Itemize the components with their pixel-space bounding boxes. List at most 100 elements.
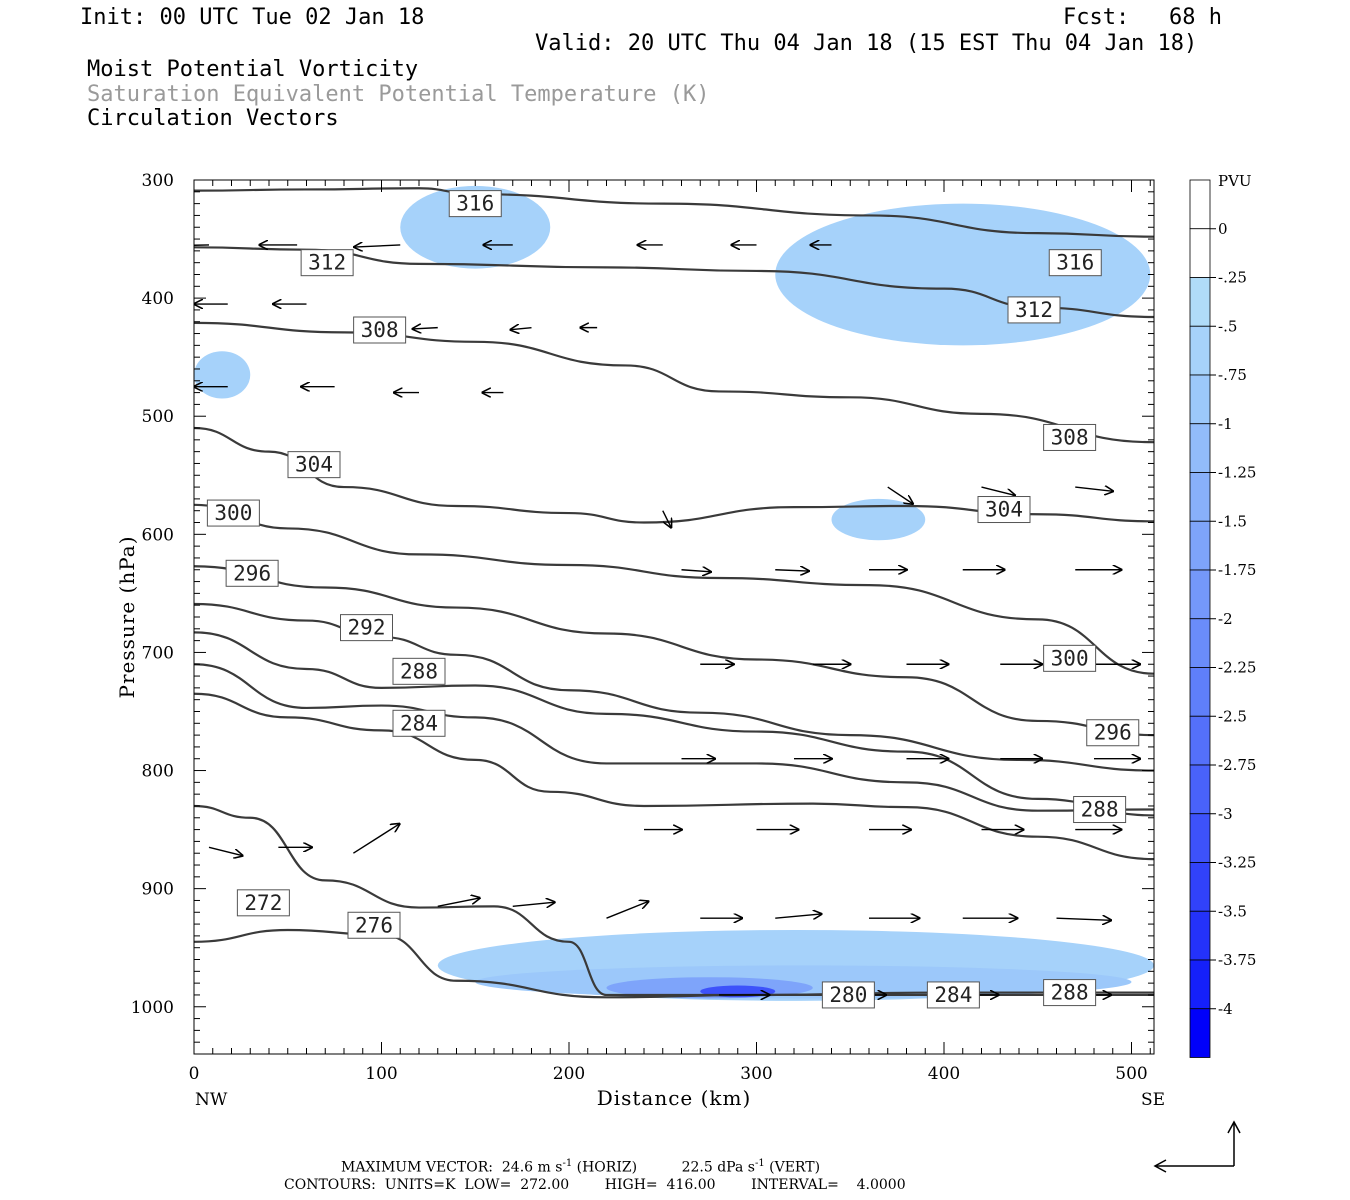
circulation-vector — [354, 245, 401, 247]
x-axis-nw-label: NW — [195, 1090, 228, 1110]
colorbar-swatch — [1189, 179, 1211, 230]
contour-label-box — [236, 889, 290, 917]
colorbar-swatch — [1189, 520, 1211, 571]
field-title-vectors: Circulation Vectors — [87, 106, 339, 131]
contour-label-box — [287, 451, 341, 479]
pv-region — [831, 498, 926, 541]
contour-label: 292 — [348, 616, 386, 640]
colorbar-swatch — [1189, 910, 1211, 961]
theta-e-contour — [194, 565, 1154, 737]
theta-e-contour — [194, 187, 1154, 238]
theta-e-contour — [194, 692, 1154, 861]
colorbar-unit: PVU — [1218, 172, 1252, 190]
max-vector-line: MAXIMUM VECTOR: 24.6 m s-1 (HORIZ) 22.5 … — [341, 1158, 821, 1176]
contour-label-box — [926, 981, 980, 1009]
vert-tag: (VERT) — [769, 1159, 821, 1176]
pv-region — [194, 351, 251, 399]
colorbar-swatch — [1189, 715, 1211, 766]
colorbar-swatch — [1189, 813, 1211, 863]
circulation-vector — [1056, 918, 1112, 920]
colorbar-level-label: 0 — [1218, 220, 1228, 238]
axis-ticks — [193, 179, 1154, 1055]
y-tick-label: 700 — [142, 643, 174, 663]
colorbar-level-label: -3.75 — [1218, 951, 1256, 969]
circulation-vector — [1075, 487, 1113, 491]
colorbar-swatch — [1189, 569, 1211, 620]
max-vector-horiz: 24.6 m s — [501, 1159, 563, 1176]
contour-label: 308 — [1051, 425, 1089, 449]
contour-label-box — [347, 911, 401, 939]
contour-label-box — [340, 614, 393, 642]
x-axis-title: Distance (km) — [597, 1086, 752, 1110]
init-time: Init: 00 UTC Tue 02 Jan 18 — [80, 5, 425, 30]
field-title-mpv: Moist Potential Vorticity — [87, 57, 419, 82]
colorbar-swatch — [1189, 667, 1211, 717]
y-tick-label: 400 — [142, 289, 174, 309]
contour-label-box — [1007, 296, 1061, 324]
circulation-vector — [662, 510, 671, 528]
colorbar-level-label: -3.5 — [1218, 902, 1247, 920]
colorbar-level-label: -3 — [1218, 805, 1233, 823]
contour-label-box — [206, 499, 260, 527]
forecast-hour: Fcst: 68 h — [1063, 5, 1222, 30]
reference-vector-icon — [1153, 1120, 1241, 1173]
colorbar-level-label: -3.25 — [1218, 854, 1256, 872]
circulation-vector — [887, 486, 913, 504]
max-vector-label: MAXIMUM VECTOR: — [341, 1159, 493, 1176]
circulation-vector — [981, 486, 1016, 495]
contour-label: 284 — [400, 711, 438, 735]
circulation-vector — [681, 570, 711, 572]
contour-label: 316 — [1056, 251, 1094, 275]
contour-label-box — [1043, 644, 1097, 672]
contour-label-box — [1043, 423, 1097, 451]
colorbar-swatch — [1189, 959, 1211, 1010]
y-tick-label: 600 — [142, 525, 174, 545]
x-tick-label: 400 — [928, 1064, 960, 1084]
circulation-vector — [194, 244, 210, 246]
contour-label: 300 — [214, 501, 252, 525]
colorbar-swatch — [1189, 862, 1211, 912]
x-tick-label: 100 — [365, 1064, 397, 1084]
x-axis-se-label: SE — [1141, 1090, 1165, 1110]
contour-label: 316 — [456, 192, 494, 216]
circulation-vector — [606, 901, 649, 919]
y-tick-label: 800 — [142, 762, 174, 782]
contour-label-box — [1086, 719, 1140, 747]
x-tick-label: 500 — [1115, 1064, 1147, 1084]
circulation-vector — [511, 328, 532, 330]
colorbar-level-label: -2.75 — [1218, 756, 1256, 774]
valid-time: Valid: 20 UTC Thu 04 Jan 18 (15 EST Thu … — [535, 31, 1198, 56]
axis-tick-labels: 0 100 200 300 400 500 300 400 500 600 700 800 900 100… — [131, 171, 1148, 1084]
x-tick-label: 300 — [740, 1064, 772, 1084]
y-axis-title: Pressure (hPa) — [115, 536, 139, 699]
colorbar-swatch — [1189, 325, 1211, 376]
contour-label-box — [1073, 796, 1127, 824]
colorbar-level-label: -1.75 — [1218, 561, 1256, 579]
colorbar-swatch — [1189, 277, 1211, 327]
circulation-vector — [775, 570, 809, 571]
contour-label: 312 — [1015, 298, 1053, 322]
x-tick-label: 200 — [553, 1064, 585, 1084]
colorbar-swatch — [1189, 472, 1211, 522]
colorbar-level-label: -.5 — [1218, 317, 1237, 335]
circulation-vector-layer — [194, 244, 1140, 995]
contour-label: 300 — [1051, 646, 1089, 670]
colorbar-swatch — [1189, 1008, 1211, 1058]
circulation-vector — [775, 914, 821, 918]
contour-label: 276 — [355, 913, 393, 937]
contour-label: 272 — [244, 891, 282, 915]
circulation-vector — [208, 846, 243, 855]
colorbar-level-label: -.25 — [1218, 269, 1247, 287]
colorbar-level-label: -1.5 — [1218, 512, 1247, 530]
field-title-theta-es: Saturation Equivalent Potential Temperat… — [87, 82, 710, 107]
colorbar-level-label: -4 — [1218, 1000, 1233, 1018]
contour-label-box — [821, 981, 875, 1009]
pv-region — [400, 185, 551, 269]
contour-label-box — [1043, 979, 1097, 1007]
contour-label-box — [392, 709, 446, 737]
y-tick-label: 1000 — [131, 998, 174, 1018]
y-tick-label: 500 — [142, 407, 174, 427]
theta-e-contour — [194, 503, 1154, 675]
theta-e-contour — [194, 804, 1154, 997]
